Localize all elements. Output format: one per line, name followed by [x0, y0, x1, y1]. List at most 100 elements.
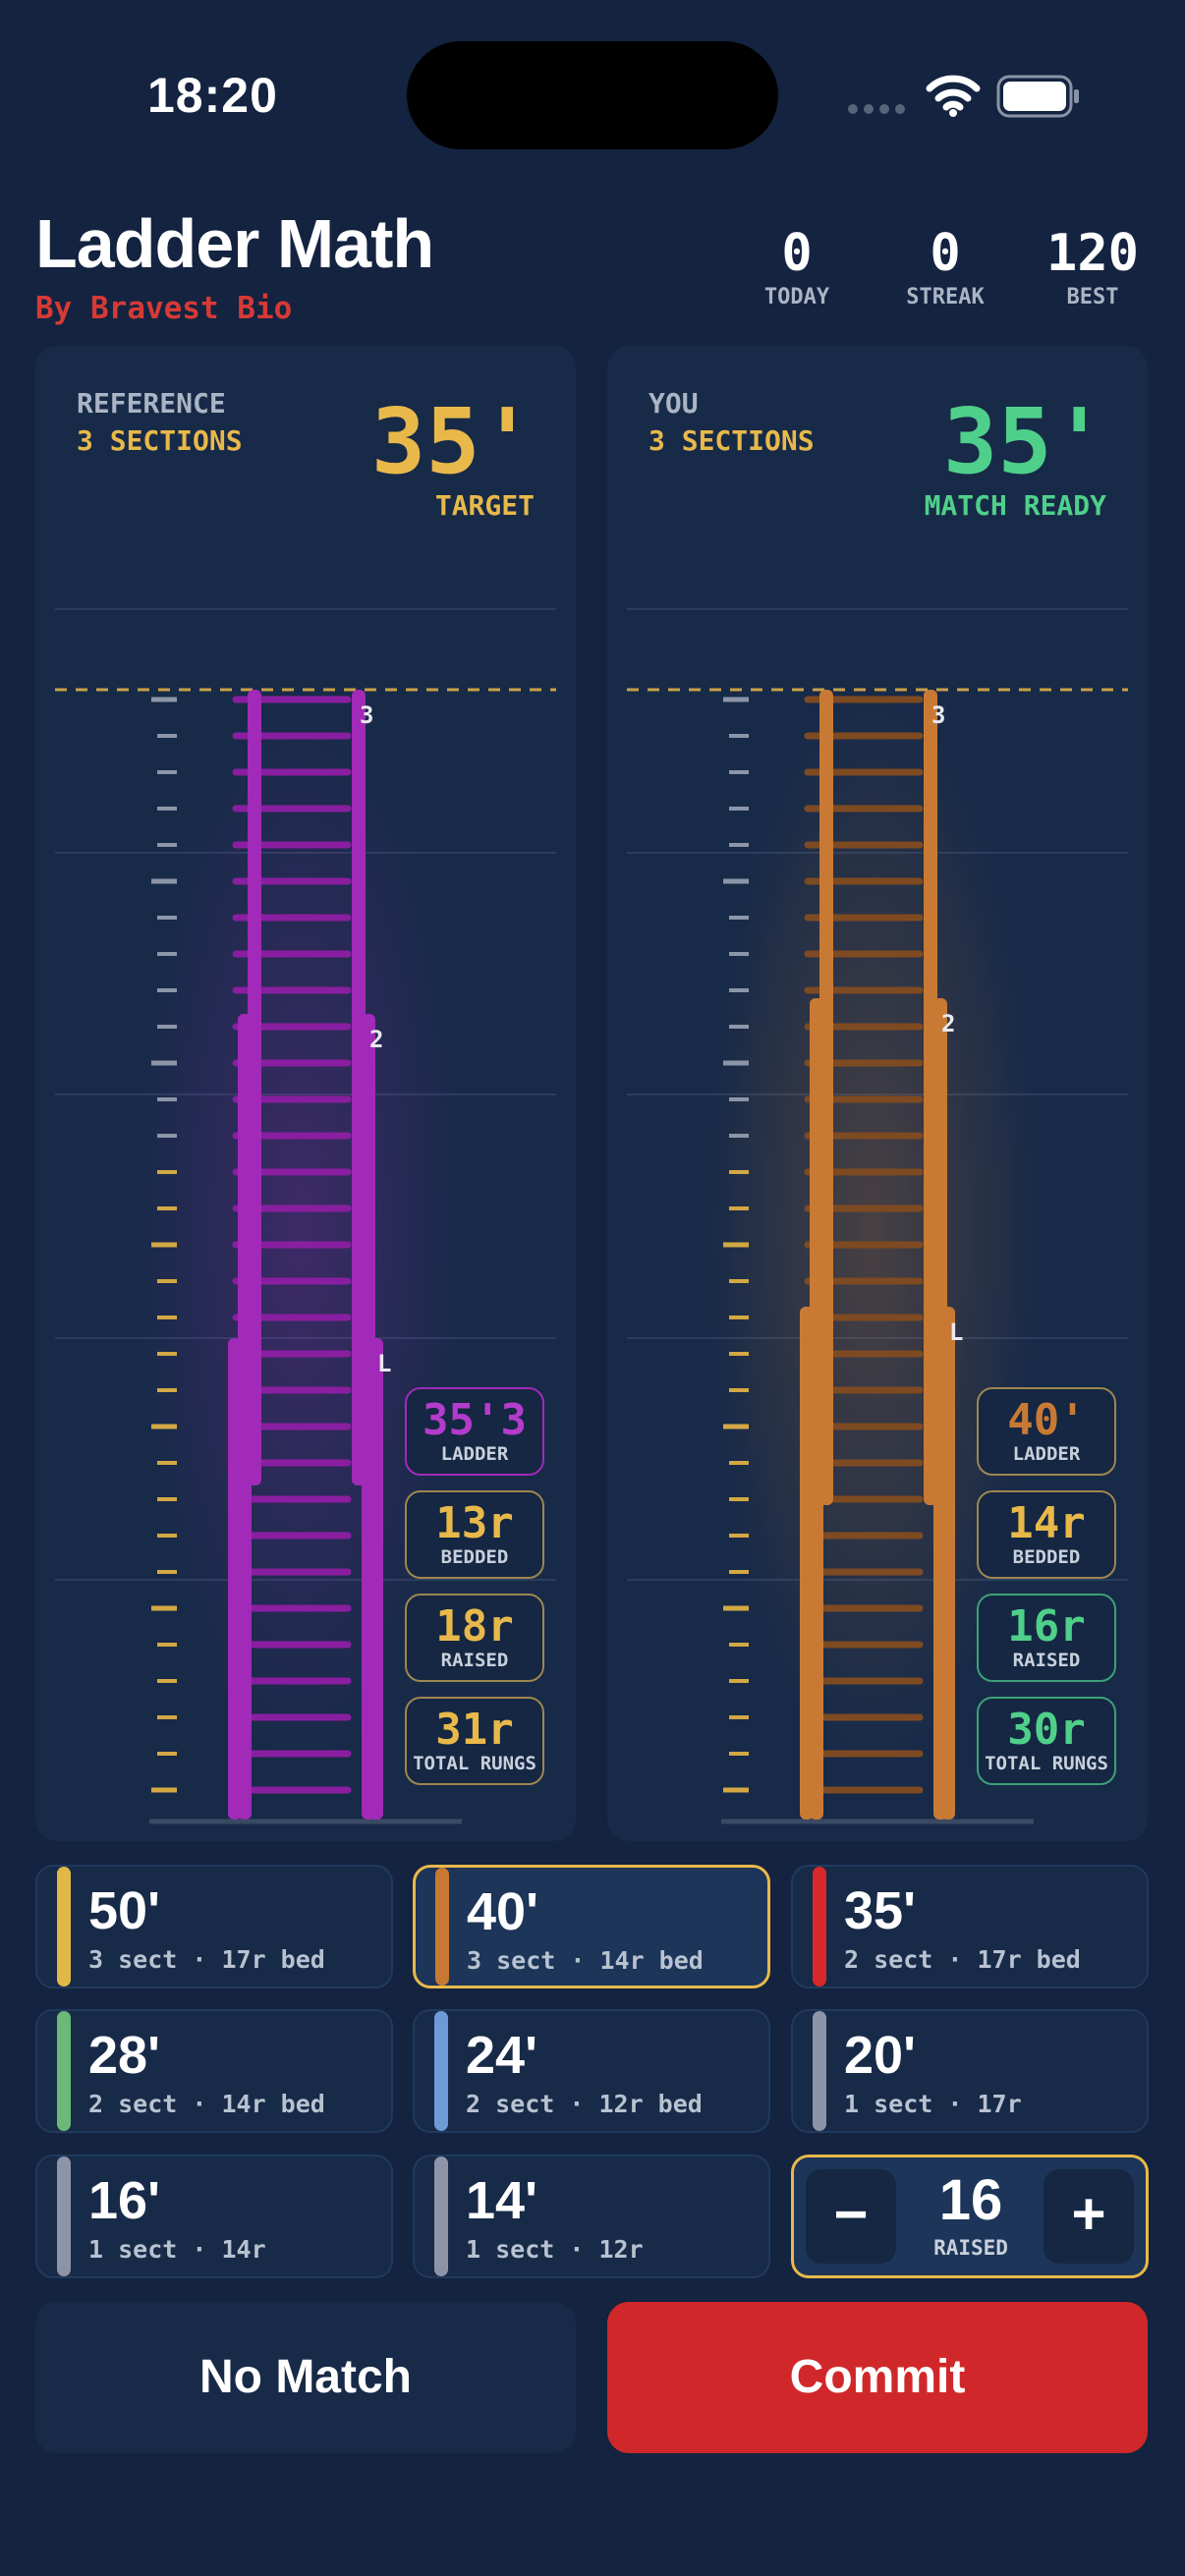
option-height: 16'	[88, 2171, 160, 2230]
ladder-option-28[interactable]: 28' 2 sect · 14r bed	[35, 2009, 393, 2133]
ladder-option-40[interactable]: 40' 3 sect · 14r bed	[413, 1865, 770, 1988]
option-height: 20'	[844, 2026, 916, 2085]
section-label: L	[949, 1318, 963, 1346]
stat-today: 0 TODAY	[728, 224, 866, 309]
chip-ladder: 40' LADDER	[977, 1387, 1116, 1476]
option-color-bar	[434, 2156, 448, 2276]
option-detail: 3 sect · 17r bed	[88, 1945, 325, 1974]
chip-label: TOTAL RUNGS	[413, 1753, 536, 1774]
chip-label: LADDER	[1012, 1443, 1081, 1465]
chip-label: RAISED	[440, 1650, 509, 1671]
ladder-option-50[interactable]: 50' 3 sect · 17r bed	[35, 1865, 393, 1988]
you-panel: 3 2 L YOU 3 SECTIONS 35' MATCH READY 40' L…	[607, 346, 1148, 1841]
option-color-bar	[434, 2011, 448, 2131]
ladder-option-24[interactable]: 24' 2 sect · 12r bed	[413, 2009, 770, 2133]
ladder-option-20[interactable]: 20' 1 sect · 17r	[791, 2009, 1149, 2133]
your-height: 35'	[942, 389, 1106, 494]
raised-label: RAISED	[933, 2236, 1008, 2260]
status-time: 18:20	[147, 68, 278, 123]
panel-sections: 3 SECTIONS	[649, 424, 815, 457]
match-status: MATCH READY	[924, 489, 1106, 522]
ladder-option-35[interactable]: 35' 2 sect · 17r bed	[791, 1865, 1149, 1988]
stat-label: BEST	[1066, 285, 1119, 309]
dynamic-island	[407, 41, 778, 149]
ladder-rail-right	[941, 1307, 955, 1820]
chip-value: 35'3	[423, 1395, 527, 1445]
option-height: 14'	[466, 2171, 537, 2230]
chip-label: BEDDED	[1012, 1546, 1081, 1568]
reference-panel: 3 2 L REFERENCE 3 SECTIONS 35' TARGET 35'3…	[35, 346, 576, 1841]
increment-button[interactable]: +	[1044, 2169, 1134, 2264]
stat-label: STREAK	[906, 285, 985, 309]
raised-value: 16	[938, 2168, 1003, 2232]
option-color-bar	[435, 1868, 449, 1986]
section-label: 3	[360, 701, 373, 729]
ladder-glow	[134, 680, 468, 1780]
chip-bedded: 13r BEDDED	[405, 1490, 544, 1579]
app-title: Ladder Math	[35, 205, 434, 282]
section-label: L	[377, 1350, 391, 1377]
option-detail: 1 sect · 12r	[466, 2235, 644, 2264]
chip-value: 31r	[435, 1705, 514, 1755]
chip-value: 16r	[1007, 1601, 1086, 1652]
commit-button[interactable]: Commit	[607, 2302, 1148, 2453]
option-color-bar	[813, 1867, 826, 1987]
raised-stepper: − 16 RAISED +	[791, 2155, 1149, 2278]
stat-streak: 0 STREAK	[876, 224, 1014, 309]
stat-value: 120	[1046, 224, 1139, 283]
option-detail: 2 sect · 17r bed	[844, 1945, 1081, 1974]
ladder-option-14[interactable]: 14' 1 sect · 12r	[413, 2155, 770, 2278]
stat-value: 0	[781, 224, 813, 283]
chip-total-rungs: 30r TOTAL RUNGS	[977, 1697, 1116, 1785]
option-detail: 3 sect · 14r bed	[467, 1946, 704, 1975]
ladder-rail-right	[369, 1338, 383, 1820]
signal-icon	[848, 104, 905, 114]
option-color-bar	[57, 2156, 71, 2276]
chip-ladder: 35'3 LADDER	[405, 1387, 544, 1476]
option-color-bar	[57, 2011, 71, 2131]
chip-total-rungs: 31r TOTAL RUNGS	[405, 1697, 544, 1785]
option-height: 40'	[467, 1882, 538, 1941]
target-status: TARGET	[434, 489, 535, 522]
ladder-rail-left	[800, 1307, 814, 1820]
chip-value: 40'	[1007, 1395, 1086, 1445]
option-detail: 1 sect · 14r	[88, 2235, 266, 2264]
reference-ladder-diagram: 3 2 L	[55, 608, 556, 1824]
your-ladder-diagram: 3 2 L	[627, 608, 1128, 1824]
panel-label: REFERENCE	[77, 387, 226, 420]
option-height: 24'	[466, 2026, 537, 2085]
battery-icon	[996, 75, 1079, 118]
chip-label: RAISED	[1012, 1650, 1081, 1671]
section-label: 3	[931, 701, 945, 729]
chip-label: BEDDED	[440, 1546, 509, 1568]
chip-label: TOTAL RUNGS	[985, 1753, 1108, 1774]
stat-value: 0	[930, 224, 961, 283]
chip-value: 13r	[435, 1498, 514, 1548]
chip-label: LADDER	[440, 1443, 509, 1465]
option-height: 28'	[88, 2026, 160, 2085]
chip-value: 18r	[435, 1601, 514, 1652]
chip-value: 30r	[1007, 1705, 1086, 1755]
ladder-option-16[interactable]: 16' 1 sect · 14r	[35, 2155, 393, 2278]
option-detail: 2 sect · 12r bed	[466, 2090, 703, 2118]
decrement-button[interactable]: −	[806, 2169, 896, 2264]
option-detail: 2 sect · 14r bed	[88, 2090, 325, 2118]
panel-sections: 3 SECTIONS	[77, 424, 243, 457]
option-height: 35'	[844, 1881, 916, 1940]
option-color-bar	[57, 1867, 71, 1987]
target-height: 35'	[370, 389, 535, 494]
stat-best: 120 BEST	[1024, 224, 1161, 309]
chip-raised: 16r RAISED	[977, 1594, 1116, 1682]
chip-raised: 18r RAISED	[405, 1594, 544, 1682]
section-label: 2	[941, 1010, 955, 1037]
ladder-rail-left	[228, 1338, 242, 1820]
app-subtitle: By Bravest Bio	[35, 291, 293, 326]
no-match-button[interactable]: No Match	[35, 2302, 576, 2453]
stat-label: TODAY	[763, 285, 830, 309]
chip-value: 14r	[1007, 1498, 1086, 1548]
wifi-icon	[926, 75, 981, 117]
chip-bedded: 14r BEDDED	[977, 1490, 1116, 1579]
option-height: 50'	[88, 1881, 160, 1940]
ladder-glow	[705, 680, 1040, 1780]
section-label: 2	[369, 1026, 383, 1053]
